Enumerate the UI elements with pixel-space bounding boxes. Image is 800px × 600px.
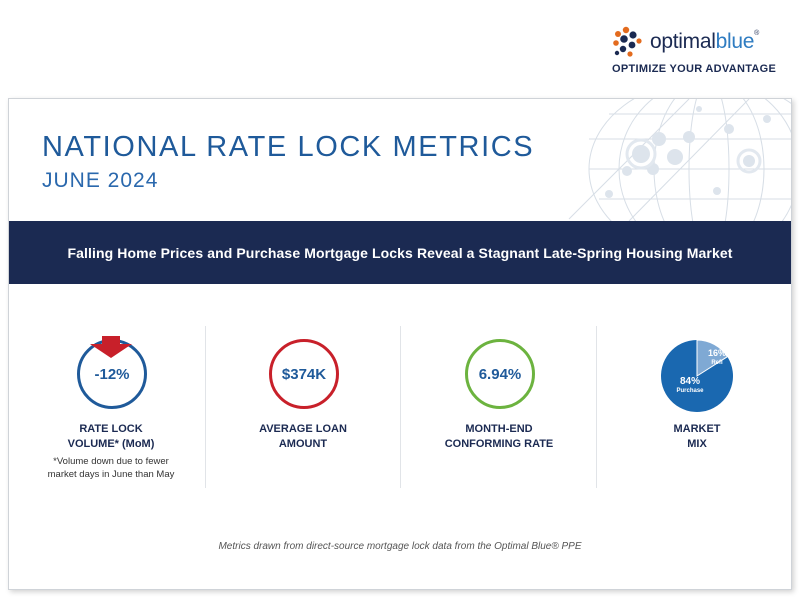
banner-headline: Falling Home Prices and Purchase Mortgag…	[67, 244, 733, 261]
source-footnote: Metrics drawn from direct-source mortgag…	[218, 541, 582, 552]
pie-slice-refi	[696, 339, 729, 377]
metric-label-line1: MARKET	[673, 423, 721, 435]
logo-tagline: OPTIMIZE YOUR ADVANTAGE	[612, 63, 777, 75]
page-subtitle: JUNE 2024	[42, 169, 159, 192]
metric-label: MARKET MIX	[607, 422, 787, 452]
metric-footnote-line2: market days in June than May	[47, 469, 175, 480]
market-mix-pie-chart: 16% Refi 84%Purchase	[661, 339, 733, 412]
pie-label-purchase-value: 84%	[680, 376, 700, 387]
metric-label-line2: CONFORMING RATE	[444, 438, 554, 450]
optimal-blue-logo: optimalblue® OPTIMIZE YOUR ADVANTAGE	[612, 24, 787, 80]
metric-footnote-line1: *Volume down due to fewer	[53, 456, 169, 467]
metric-footnote: *Volume down due to fewer market days in…	[21, 455, 201, 481]
pie-label-refi-value: 16%	[708, 348, 726, 358]
wordmark-blue: blue	[715, 30, 755, 53]
metric-label-line2: VOLUME* (MoM)	[67, 438, 155, 450]
metric-ring: 6.94%	[465, 339, 535, 409]
metric-label-line2: AMOUNT	[278, 438, 328, 450]
pie-label-purchase-name: Purchase	[676, 388, 704, 394]
metric-value: -12%	[94, 365, 130, 383]
metric-label: RATE LOCK VOLUME* (MoM)	[21, 422, 201, 452]
page-title: NATIONAL RATE LOCK METRICS	[42, 131, 535, 163]
logo-dots-icon	[613, 26, 642, 57]
headline-banner: Falling Home Prices and Purchase Mortgag…	[9, 221, 791, 284]
metric-label-line1: RATE LOCK	[79, 423, 143, 435]
column-divider	[205, 326, 206, 488]
column-divider	[400, 326, 401, 488]
column-divider	[596, 326, 597, 488]
down-arrow-icon	[90, 336, 132, 358]
metric-label-line1: AVERAGE LOAN	[259, 423, 347, 435]
metric-label: AVERAGE LOAN AMOUNT	[213, 422, 393, 452]
metric-label-line2: MIX	[687, 438, 707, 450]
metric-value: 6.94%	[478, 365, 522, 383]
metric-value: $374K	[281, 365, 327, 383]
metric-ring: $374K	[269, 339, 339, 409]
pie-label-refi-name: Refi	[711, 360, 723, 366]
metric-label-line1: MONTH-END	[465, 423, 533, 435]
metric-label: MONTH-END CONFORMING RATE	[409, 422, 589, 452]
wordmark-optimal: optimal	[650, 30, 716, 53]
logo-wordmark: optimalblue®	[650, 30, 759, 54]
network-globe-graphic	[568, 99, 791, 221]
metrics-card: NATIONAL RATE LOCK METRICS JUNE 2024 Fal…	[8, 98, 792, 590]
trademark-symbol: ®	[754, 30, 759, 37]
